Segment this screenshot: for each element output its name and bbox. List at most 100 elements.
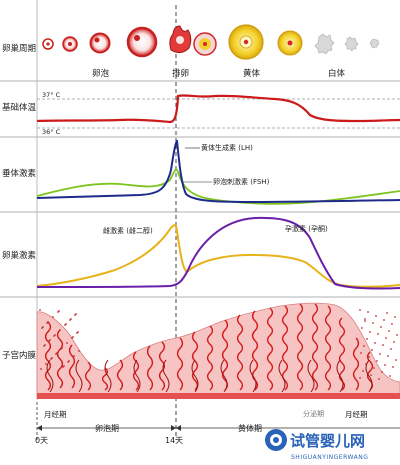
blood-vessel (307, 359, 315, 393)
estrogen-label: 雌激素 (雌二醇) (103, 226, 153, 235)
blood-vessel (46, 359, 54, 393)
menses-left-label: 月经期 (44, 409, 67, 419)
phase-corpus-albicans: 白体 (328, 68, 346, 79)
progesterone-curve (36, 216, 400, 290)
shedding-dot (395, 359, 397, 361)
shedding-dot (362, 370, 364, 372)
shedding-dot (373, 367, 375, 369)
follicle-icons (42, 25, 192, 58)
shedding-dot (385, 337, 387, 339)
shedding-dot (382, 344, 384, 346)
endometrial-gland (158, 341, 166, 391)
shedding-dot (54, 334, 56, 336)
luteal-phase-label: 黄体期 (238, 423, 262, 433)
shedding-dot (42, 326, 44, 328)
endometrial-gland (338, 317, 346, 391)
corpus-luteum-icons (193, 24, 303, 60)
section-dividers (0, 80, 400, 298)
endometrial-gland (266, 307, 274, 391)
shedding-dot (388, 330, 390, 332)
secretory-phase-label: 分泌期 (303, 409, 324, 418)
shedding-dot (378, 378, 380, 380)
shedding-dot (63, 365, 65, 367)
blood-vessel (133, 359, 141, 393)
shedding-dot (391, 323, 393, 325)
endometrial-gland (176, 337, 184, 391)
shedding-dot (364, 318, 366, 320)
shedding-dot (386, 312, 388, 314)
shedding-dot (44, 344, 46, 346)
endometrium-illustration (36, 302, 400, 399)
endometrial-gland (116, 359, 124, 391)
shedding-dot (66, 342, 68, 344)
blood-vessel (336, 359, 344, 393)
shedding-dot (56, 352, 58, 354)
menses-right-label: 月经期 (345, 409, 368, 419)
shedding-dot (369, 331, 371, 333)
blood-vessel (220, 359, 228, 393)
endometrial-gland (68, 344, 76, 389)
shedding-dot (383, 319, 385, 321)
shedding-dot (396, 334, 398, 336)
shedding-dot (370, 374, 372, 376)
shedding-dot (61, 347, 63, 349)
endometrial-gland (84, 361, 92, 391)
shedding-dot (360, 352, 362, 354)
shedding-dot (384, 364, 386, 366)
fsh-label: 卵泡刺激素 (FSH) (213, 177, 270, 186)
shedding-dot (70, 318, 72, 320)
shedding-dot (59, 329, 61, 331)
shedding-dot (364, 320, 366, 322)
shedding-dot (393, 341, 395, 343)
blood-vessel (191, 359, 199, 393)
follicular-phase-label: 卵泡期 (95, 423, 119, 433)
endometrial-gland (324, 305, 332, 391)
shedding-dot (375, 315, 377, 317)
fsh-curve (36, 168, 400, 205)
shedding-dot (73, 355, 75, 357)
endometrial-gland (236, 314, 244, 391)
watermark-logo: 试管婴儿网 SHIGUANYINGERWANG (265, 429, 368, 461)
shedding-dot (77, 331, 79, 333)
shedding-dot (75, 313, 77, 315)
shedding-dot (377, 333, 379, 335)
shedding-dot (365, 363, 367, 365)
shedding-dot (39, 309, 41, 311)
label-ovarian-cycle: 卵巢周期 (2, 43, 36, 54)
blood-vessel (104, 359, 112, 393)
phase-follicle: 卵泡 (92, 68, 110, 79)
label-pituitary-hormones: 垂体激素 (2, 168, 37, 179)
label-basal-temp: 基础体温 (2, 102, 37, 113)
watermark-subtext: SHIGUANYINGERWANG (291, 454, 368, 461)
lh-curve (36, 139, 400, 204)
shedding-dot (371, 349, 373, 351)
endometrial-gland (101, 367, 109, 391)
watermark-text: 试管婴儿网 (290, 432, 365, 450)
temp-37-label: 37° C (42, 91, 61, 99)
endometrial-gland (146, 345, 154, 391)
day-14-label: 14天 (165, 436, 183, 445)
endometrial-gland (132, 351, 140, 391)
lh-label: 黄体生成素 (LH) (201, 143, 253, 152)
corpus-albicans-icons (314, 33, 380, 55)
shedding-dot (394, 316, 396, 318)
shedding-dot (52, 316, 54, 318)
shedding-dot (40, 368, 42, 370)
shedding-dot (392, 366, 394, 368)
day-0-label: 0天 (35, 436, 48, 445)
blood-vessel (249, 359, 257, 393)
shedding-dot (47, 321, 49, 323)
shedding-dot (374, 342, 376, 344)
shedding-dot (51, 357, 53, 359)
shedding-dot (390, 348, 392, 350)
shedding-dot (367, 311, 369, 313)
endometrial-gland (56, 329, 64, 389)
shedding-dot (366, 338, 368, 340)
temperature-line (36, 94, 400, 124)
estrogen-curve (36, 224, 400, 288)
shedding-dot (65, 323, 67, 325)
blood-vessel (75, 359, 83, 393)
shedding-dot (381, 371, 383, 373)
